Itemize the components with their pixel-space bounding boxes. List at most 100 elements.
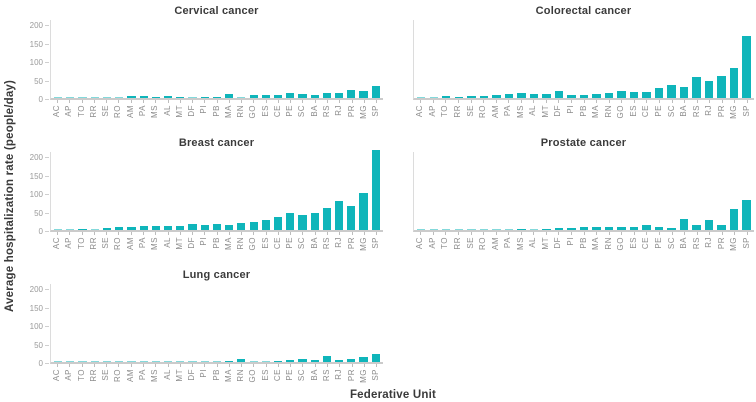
y-tick-mark: [45, 99, 49, 100]
x-tick-mark: [326, 100, 328, 103]
x-tick-label: PE: [653, 105, 663, 117]
x-tick-label: AC: [52, 237, 62, 250]
bar-slot-RS: [691, 20, 702, 98]
x-category-DF: DF: [553, 100, 564, 136]
x-category-GO: GO: [616, 100, 627, 136]
x-tick-label: SC: [666, 105, 676, 118]
bar-PR: [347, 90, 356, 98]
x-tick-mark: [483, 232, 485, 235]
bar-slot-SC: [666, 152, 677, 230]
bar-slot-MG: [358, 20, 368, 98]
x-tick-label: PA: [503, 105, 513, 117]
x-category-RR: RR: [453, 100, 464, 136]
bar-slot-CE: [641, 152, 652, 230]
bar-slot-MA: [224, 284, 234, 362]
x-category-TO: TO: [77, 232, 87, 268]
bar-slot-RN: [604, 152, 615, 230]
bar-slot-PI: [200, 152, 210, 230]
x-tick-label: TO: [76, 369, 86, 381]
bar-RJ: [704, 81, 714, 98]
x-tick-label: TO: [76, 237, 86, 249]
x-tick-mark: [192, 232, 194, 235]
bar-slot-BA: [679, 152, 690, 230]
x-tick-label: MA: [223, 237, 233, 250]
x-category-AM: AM: [126, 364, 136, 400]
x-tick-label: PA: [503, 237, 513, 249]
x-category-PE: PE: [654, 100, 665, 136]
bar-TO: [78, 361, 87, 362]
x-tick-label: SP: [371, 105, 381, 117]
x-tick-label: AP: [427, 237, 437, 249]
bar-RN: [604, 93, 614, 98]
x-tick-label: CE: [272, 105, 282, 118]
x-tick-mark: [445, 100, 447, 103]
bar-RJ: [704, 220, 714, 230]
bar-GO: [249, 95, 258, 98]
x-tick-label: CE: [641, 105, 651, 118]
x-category-MT: MT: [175, 364, 185, 400]
bar-RR: [454, 97, 463, 98]
chart-panel: Lung cancer 0 50 100 150 200 AC AP TO RR SE RO AM P…: [20, 268, 383, 400]
x-tick-mark: [155, 364, 157, 367]
x-tick-label: TO: [440, 105, 450, 117]
bar-slot-PR: [716, 152, 727, 230]
y-tick-mark: [45, 43, 49, 45]
bar-slot-DF: [187, 20, 197, 98]
bar-AL: [529, 229, 539, 230]
x-category-SC: SC: [297, 364, 307, 400]
y-axis: [391, 152, 413, 232]
x-tick-mark: [376, 364, 378, 367]
bar-slot-MS: [151, 152, 161, 230]
x-tick-label: PR: [346, 105, 356, 118]
bar-PA: [504, 229, 514, 230]
x-tick-label: MA: [223, 369, 233, 382]
x-tick-mark: [633, 100, 635, 103]
x-tick-mark: [81, 232, 83, 235]
x-tick-mark: [520, 100, 522, 103]
x-tick-mark: [167, 232, 169, 235]
x-tick-mark: [746, 232, 748, 235]
x-category-MG: MG: [359, 364, 369, 400]
bar-slot-RN: [236, 20, 246, 98]
x-tick-label: SP: [741, 237, 751, 249]
x-tick-mark: [520, 232, 522, 235]
bar-slot-PE: [285, 152, 295, 230]
bar-slot-MS: [151, 284, 161, 362]
x-category-AP: AP: [428, 100, 439, 136]
bar-slot-MT: [175, 284, 185, 362]
x-tick-label: DF: [553, 237, 563, 249]
y-tick-mark: [45, 175, 49, 177]
x-tick-label: RR: [452, 105, 462, 118]
x-axis: AC AP TO RR SE RO AM PA MS AL MT DF PI PB MA RN GO ES CE PE…: [391, 232, 754, 268]
x-category-PR: PR: [717, 100, 728, 136]
x-tick-mark: [314, 364, 316, 367]
x-tick-mark: [302, 232, 304, 235]
bar-CE: [273, 217, 283, 230]
x-tick-label: RO: [478, 105, 488, 118]
y-axis: [391, 20, 413, 100]
x-category-RO: RO: [113, 364, 123, 400]
x-tick-label: MT: [540, 237, 550, 250]
bar-slot-CE: [273, 152, 283, 230]
x-tick-mark: [363, 100, 365, 103]
x-category-MS: MS: [150, 100, 160, 136]
bar-slot-SP: [741, 20, 752, 98]
x-tick-mark: [596, 100, 598, 103]
x-category-AL: AL: [162, 232, 172, 268]
x-tick-mark: [69, 364, 71, 367]
x-tick-label: PR: [346, 369, 356, 382]
x-tick-mark: [179, 232, 181, 235]
bar-RJ: [335, 360, 344, 362]
x-category-MG: MG: [359, 100, 369, 136]
x-category-SC: SC: [297, 100, 307, 136]
bar-PI: [200, 97, 209, 98]
x-tick-label: MT: [174, 237, 184, 250]
x-tick-mark: [302, 100, 304, 103]
bar-slot-SP: [371, 150, 381, 230]
y-axis: 0 50 100 150 200: [20, 20, 50, 104]
bar-slot-SE: [102, 152, 112, 230]
x-tick-label: PA: [137, 105, 147, 117]
x-tick-label: CE: [272, 237, 282, 250]
x-category-MT: MT: [541, 232, 552, 268]
